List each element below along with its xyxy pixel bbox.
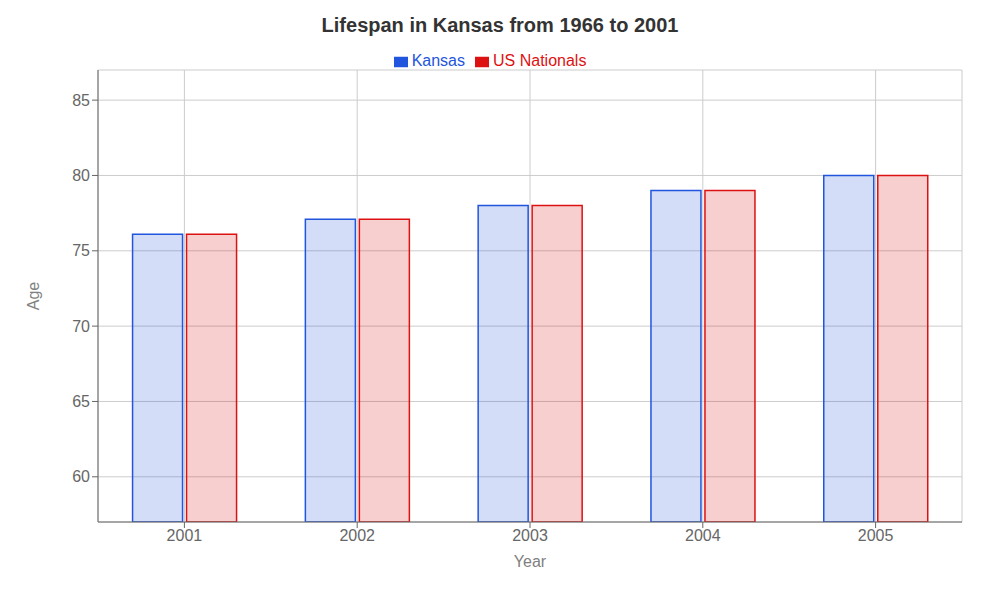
svg-text:85: 85 <box>72 92 90 109</box>
html-text:US Nationals: US Nationals <box>493 52 587 69</box>
svg-text:80: 80 <box>72 167 90 184</box>
svg-text:2005: 2005 <box>858 527 894 544</box>
svg-text:75: 75 <box>72 242 90 259</box>
svg-text:Year: Year <box>514 553 547 570</box>
svg-text:65: 65 <box>72 393 90 410</box>
html-text:Kansas: Kansas <box>411 52 465 69</box>
svg-text:2004: 2004 <box>685 527 721 544</box>
svg-text:2001: 2001 <box>167 527 203 544</box>
svg-text:60: 60 <box>72 468 90 485</box>
svg-text:Age: Age <box>25 282 42 311</box>
svg-text:2003: 2003 <box>512 527 548 544</box>
html-text:Lifespan in Kansas from 1966 t: Lifespan in Kansas from 1966 to 2001 <box>321 14 679 36</box>
svg-text:70: 70 <box>72 318 90 335</box>
svg-text:2002: 2002 <box>339 527 375 544</box>
